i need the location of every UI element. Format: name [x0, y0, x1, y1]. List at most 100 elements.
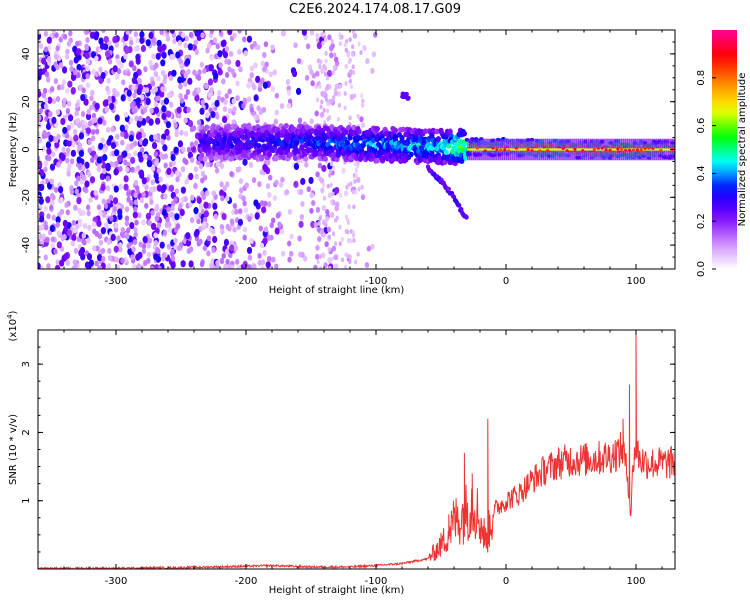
heatmap-cell — [124, 175, 129, 182]
heatmap-cell — [39, 43, 43, 49]
heatmap-cell — [112, 36, 117, 43]
heatmap-cell — [139, 170, 144, 177]
heatmap-cell — [359, 116, 363, 122]
heatmap-cell — [153, 253, 158, 260]
heatmap-cell — [647, 147, 650, 150]
heatmap-cell — [318, 64, 321, 69]
heatmap-cell — [116, 235, 120, 241]
heatmap-cell — [287, 257, 291, 263]
heatmap-cell — [165, 28, 169, 34]
heatmap-cell — [89, 105, 93, 111]
heatmap-cell — [344, 81, 347, 86]
heatmap-cell — [315, 33, 319, 39]
heatmap-cell — [222, 116, 227, 123]
heatmap-cell — [71, 240, 75, 246]
heatmap-cell — [156, 53, 161, 60]
heatmap-cell — [143, 66, 147, 72]
heatmap-cell — [129, 222, 134, 229]
heatmap-cell — [60, 209, 64, 215]
heatmap-cell — [154, 86, 158, 92]
heatmap-cell — [316, 207, 320, 213]
heatmap-cell — [81, 165, 85, 171]
heatmap-cell — [234, 209, 238, 215]
heatmap-cell — [375, 126, 380, 132]
heatmap-y-tick-label: -20 — [21, 189, 32, 205]
heatmap-cell — [307, 186, 311, 192]
heatmap-cell — [270, 222, 274, 228]
heatmap-cell — [286, 79, 290, 85]
heatmap-cell — [123, 160, 127, 166]
heatmap-cell — [349, 239, 352, 244]
heatmap-cell — [175, 51, 180, 58]
heatmap-cell — [360, 185, 363, 190]
colorbar-tick-label: 0.8 — [696, 70, 707, 86]
heatmap-cell — [124, 124, 128, 130]
heatmap-cell — [49, 205, 53, 211]
heatmap-cell — [464, 215, 468, 220]
heatmap-cell — [222, 186, 226, 192]
heatmap-cell — [84, 52, 89, 59]
heatmap-cell — [149, 119, 154, 126]
heatmap-cell — [134, 199, 138, 205]
heatmap-cell — [86, 237, 90, 243]
heatmap-cell — [151, 166, 155, 172]
heatmap-cell — [98, 67, 102, 73]
heatmap-cell — [164, 163, 168, 169]
heatmap-cell — [281, 251, 285, 257]
heatmap-cell — [194, 214, 198, 220]
heatmap-cell — [242, 159, 247, 166]
heatmap-cell — [122, 150, 127, 157]
heatmap-cell — [184, 179, 188, 185]
heatmap-cell — [284, 123, 289, 129]
heatmap-cell — [219, 181, 223, 187]
heatmap-cell — [178, 203, 182, 209]
snr-scale-label: (x104) — [6, 310, 19, 341]
heatmap-cell — [156, 75, 160, 81]
heatmap-cell — [129, 200, 133, 206]
heatmap-cell — [325, 97, 328, 102]
heatmap-cell — [215, 260, 219, 266]
heatmap-cell — [107, 248, 111, 254]
heatmap-cell — [87, 210, 91, 216]
heatmap-cell — [268, 175, 272, 181]
heatmap-cell — [138, 241, 142, 247]
heatmap-cell — [491, 147, 494, 150]
heatmap-cell — [89, 260, 94, 267]
heatmap-cell — [320, 32, 323, 37]
heatmap-cell — [324, 241, 328, 247]
heatmap-cell — [211, 247, 215, 253]
heatmap-cell — [303, 156, 308, 162]
heatmap-cell — [104, 222, 108, 228]
heatmap-cell — [43, 88, 47, 94]
heatmap-cell — [344, 91, 347, 96]
heatmap-cell — [320, 112, 324, 118]
heatmap-cell — [133, 211, 138, 218]
heatmap-cell — [114, 149, 119, 156]
heatmap-cell — [300, 214, 304, 220]
heatmap-cell — [331, 39, 334, 44]
heatmap-cell — [130, 254, 134, 260]
heatmap-cell — [168, 227, 172, 233]
heatmap-cell — [351, 44, 354, 49]
heatmap-cell — [573, 148, 576, 151]
heatmap-cell — [101, 137, 105, 143]
heatmap-cell — [178, 40, 182, 46]
heatmap-cell — [199, 152, 204, 158]
heatmap-cell — [266, 183, 270, 189]
heatmap-cell — [187, 78, 192, 85]
heatmap-cell — [651, 147, 654, 150]
heatmap-cell — [131, 246, 135, 252]
heatmap-cell — [343, 105, 346, 110]
heatmap-cell — [210, 111, 215, 118]
heatmap-cell — [297, 236, 301, 242]
heatmap-cell — [39, 225, 43, 231]
heatmap-cell — [213, 72, 218, 79]
heatmap-cell — [353, 179, 356, 184]
heatmap-cell — [133, 151, 137, 157]
heatmap-cell — [224, 239, 229, 246]
heatmap-cell — [143, 107, 147, 113]
heatmap-cell — [208, 78, 213, 85]
heatmap-cell — [67, 81, 72, 88]
heatmap-cell — [332, 231, 335, 236]
heatmap-cell — [194, 39, 198, 45]
